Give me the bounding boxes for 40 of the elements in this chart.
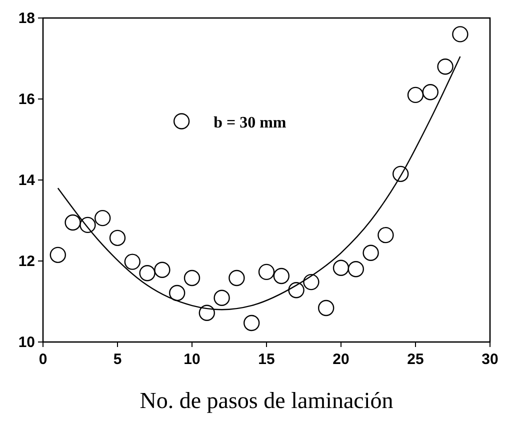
x-tick-label: 5 [113, 351, 122, 368]
point [50, 246, 66, 264]
point [184, 270, 200, 286]
point [288, 282, 304, 298]
y-tick-label: 18 [18, 10, 35, 27]
point [422, 84, 438, 100]
point [214, 290, 230, 306]
point [228, 270, 245, 286]
point [198, 304, 215, 321]
point [437, 58, 454, 75]
legend-label: b = 30 mm [214, 114, 287, 132]
point [244, 314, 260, 332]
x-tick-label: 0 [38, 351, 48, 368]
y-tick-label: 10 [18, 334, 35, 351]
point [407, 86, 424, 104]
x-tick-label: 20 [332, 351, 350, 368]
point [258, 264, 275, 280]
point [94, 210, 111, 226]
x-tick-label: 25 [407, 351, 424, 368]
point [124, 254, 140, 270]
x-tick-label: 30 [482, 351, 498, 368]
point [139, 265, 156, 282]
point [273, 268, 290, 284]
point [154, 262, 170, 278]
point [362, 244, 379, 261]
point [348, 261, 364, 278]
point [169, 284, 186, 302]
x-tick-label: 15 [258, 351, 275, 368]
point [378, 226, 394, 244]
point [64, 214, 81, 231]
y-tick-label: 12 [18, 253, 35, 270]
point [303, 274, 320, 290]
point [452, 26, 468, 42]
x-axis-title: No. de pasos de laminación [140, 388, 394, 413]
y-tick-label: 16 [18, 91, 35, 108]
point [332, 260, 350, 276]
y-tick-label: 14 [18, 172, 36, 189]
point [318, 300, 334, 316]
x-tick-label: 10 [184, 351, 200, 368]
point [109, 230, 126, 246]
